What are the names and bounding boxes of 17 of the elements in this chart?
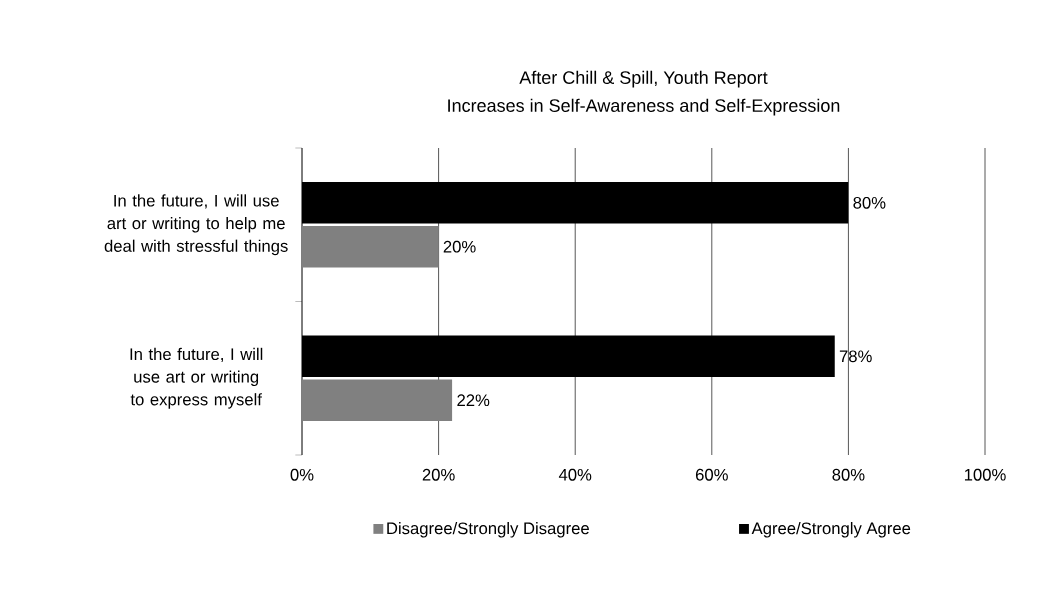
x-tick-label: 20% [422, 468, 455, 481]
data-label: 22% [457, 394, 490, 407]
x-tick-label: 80% [832, 468, 865, 481]
x-tick-label: 60% [695, 468, 728, 481]
legend-label: Disagree/Strongly Disagree [387, 521, 589, 538]
data-label: 20% [443, 240, 476, 253]
chart-title: After Chill & Spill, Youth Report [519, 70, 768, 88]
x-tick-label: 40% [558, 468, 592, 481]
y-tick-label: In the future, I will use art or writing to help me deal with stressful things [104, 194, 288, 256]
x-tick-label: 0% [290, 468, 314, 481]
data-label: 80% [853, 196, 886, 209]
bar [302, 379, 453, 421]
bar [302, 225, 439, 268]
legend-label: Agree/Strongly Agree [751, 521, 911, 538]
x-tick-label: 100% [964, 468, 1006, 481]
y-tick-label: In the future, I will use art or writing to express myself [130, 347, 263, 409]
chart-subtitle: Increases in Self-Awareness and Self-Expression [448, 98, 840, 116]
